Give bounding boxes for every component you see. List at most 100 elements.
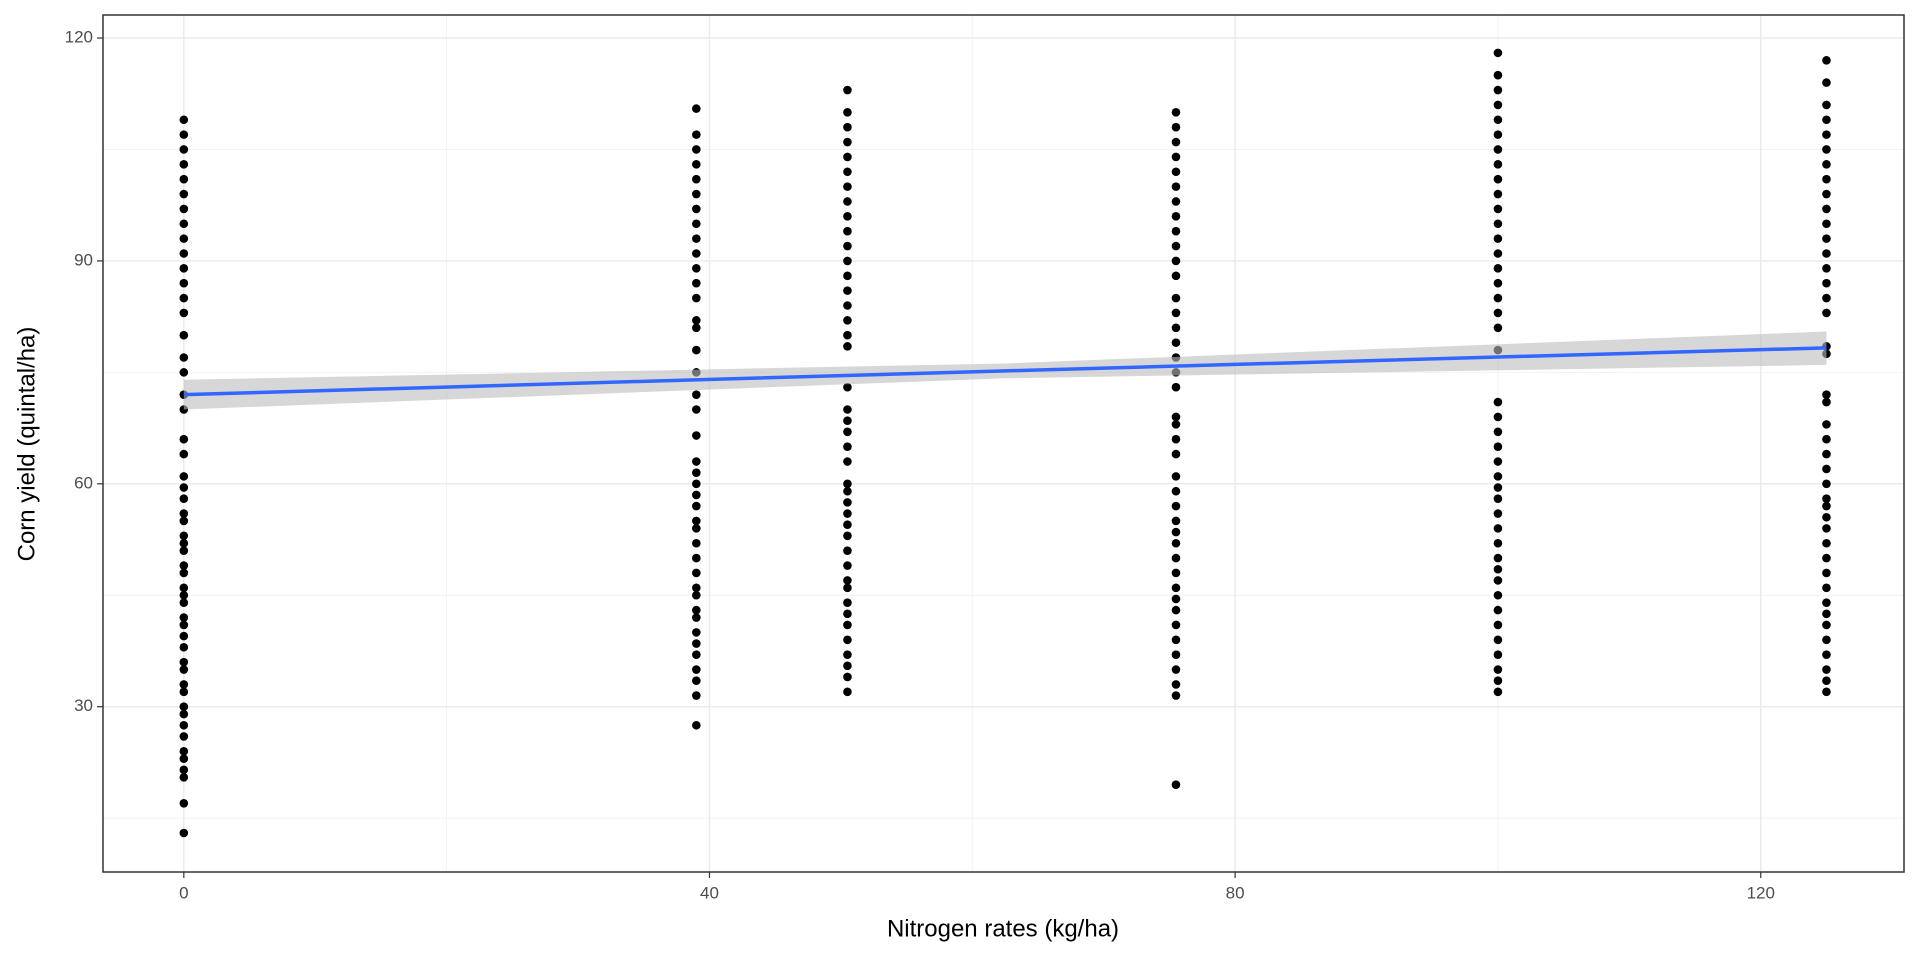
point [1493, 687, 1503, 697]
point [692, 691, 701, 700]
point [1493, 635, 1503, 645]
point [1822, 449, 1831, 459]
point [179, 642, 189, 652]
point [1493, 204, 1503, 214]
point [1171, 420, 1181, 429]
point [843, 382, 852, 392]
point [843, 576, 852, 585]
point [179, 145, 189, 154]
point [179, 219, 189, 229]
point [1822, 501, 1831, 511]
point [1171, 568, 1181, 578]
y-tick-label: 60 [74, 473, 93, 492]
point [1171, 308, 1181, 318]
point [179, 516, 189, 526]
x-tick-label: 40 [700, 883, 719, 902]
point [692, 234, 701, 243]
point [843, 498, 852, 507]
point [692, 501, 701, 511]
point [1822, 665, 1831, 674]
point [179, 687, 189, 697]
point [179, 828, 189, 838]
point [1493, 553, 1503, 563]
point [692, 293, 701, 303]
point [179, 249, 189, 258]
point [843, 687, 852, 697]
point [692, 264, 701, 273]
point [179, 590, 189, 600]
point [843, 316, 852, 325]
point [179, 598, 189, 607]
point [692, 639, 701, 648]
point [1171, 226, 1181, 236]
x-tick-label: 0 [179, 883, 188, 902]
point [1171, 501, 1181, 511]
point [692, 568, 701, 578]
point [179, 483, 189, 492]
point [1493, 457, 1503, 466]
point [843, 561, 852, 570]
point [692, 665, 701, 674]
point [692, 278, 701, 288]
point [1822, 538, 1831, 548]
point [1822, 308, 1831, 318]
point [1822, 56, 1831, 65]
point [179, 174, 189, 184]
point [692, 613, 701, 622]
point [1171, 323, 1181, 333]
point [1171, 691, 1181, 700]
point [1171, 271, 1181, 281]
point [1171, 382, 1181, 392]
point [843, 635, 852, 645]
point [179, 546, 189, 555]
point [692, 145, 701, 154]
point [843, 509, 852, 518]
point [1822, 293, 1831, 303]
point [1822, 115, 1831, 125]
point [179, 765, 189, 775]
point [692, 553, 701, 563]
point [1171, 167, 1181, 177]
point [843, 137, 852, 147]
point [692, 390, 701, 399]
point [179, 680, 189, 689]
point [692, 628, 701, 637]
point [843, 486, 852, 496]
point [1822, 145, 1831, 154]
point [1822, 598, 1831, 607]
point [1171, 527, 1181, 537]
point [843, 301, 852, 310]
point [1822, 609, 1831, 619]
point [692, 538, 701, 548]
point [1493, 427, 1503, 437]
point [692, 405, 701, 414]
point [1171, 486, 1181, 496]
point [843, 342, 852, 351]
point [843, 583, 852, 593]
point [843, 546, 852, 555]
point [1822, 249, 1831, 258]
point [843, 197, 852, 206]
point [1822, 234, 1831, 243]
point [692, 189, 701, 199]
point [179, 434, 189, 444]
point [1171, 635, 1181, 645]
point [1493, 605, 1503, 615]
point [179, 798, 189, 808]
point [1493, 323, 1503, 333]
point [1822, 160, 1831, 169]
point [843, 256, 852, 266]
y-tick-label: 30 [74, 696, 93, 715]
point [1822, 479, 1831, 489]
point [1171, 241, 1181, 251]
point [1493, 85, 1503, 95]
point [1493, 189, 1503, 199]
point [1822, 676, 1831, 685]
point [692, 323, 701, 333]
point [843, 672, 852, 682]
point [843, 609, 852, 619]
point [1493, 115, 1503, 125]
point [1171, 594, 1181, 604]
point [1822, 130, 1831, 139]
